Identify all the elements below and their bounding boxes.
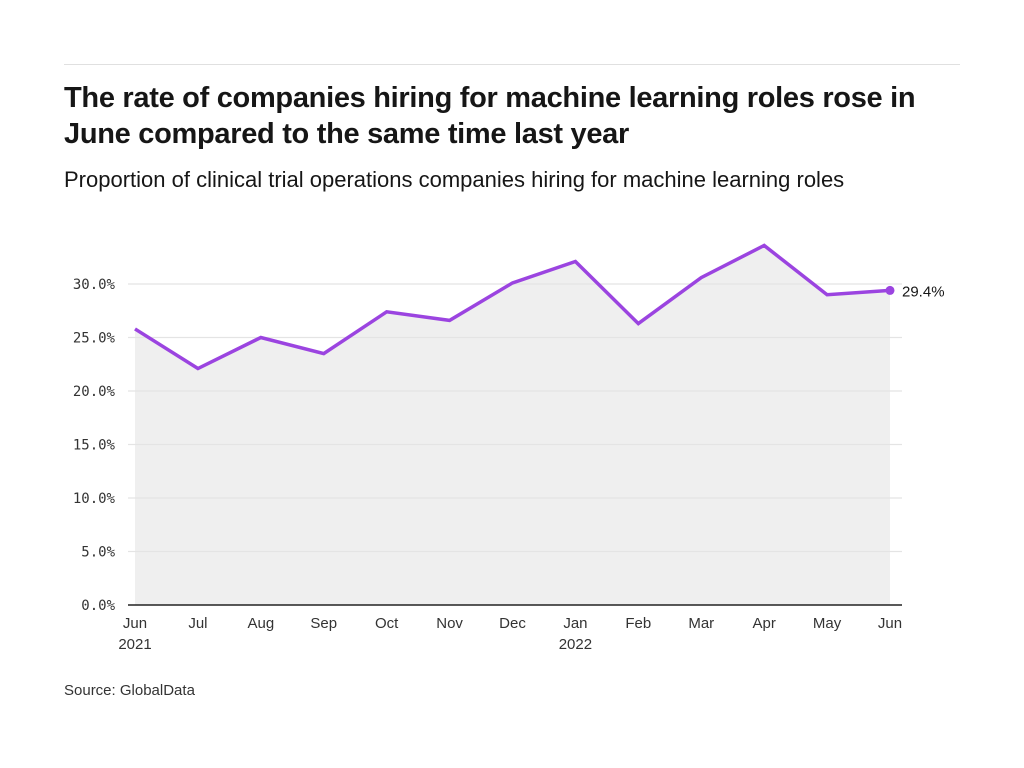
y-tick-label: 25.0% xyxy=(73,331,116,347)
x-tick-label: Jul xyxy=(188,615,207,632)
end-value-label: 29.4% xyxy=(902,283,945,300)
y-tick-label: 20.0% xyxy=(73,384,116,400)
x-tick-label: Apr xyxy=(752,615,775,632)
chart-title: The rate of companies hiring for machine… xyxy=(64,82,916,150)
x-tick-label: Jun xyxy=(123,615,147,632)
source-note: Source: GlobalData xyxy=(64,682,195,699)
series-line xyxy=(134,243,891,371)
y-tick-label: 30.0% xyxy=(73,277,116,293)
x-tick-year-label: 2021 xyxy=(118,636,151,653)
x-tick-label: Aug xyxy=(247,615,274,632)
x-tick-label: Oct xyxy=(375,615,399,632)
chart-subtitle: Proportion of clinical trial operations … xyxy=(64,167,845,192)
x-tick-label: May xyxy=(813,615,842,632)
end-point-marker xyxy=(885,285,895,295)
x-tick-label: Sep xyxy=(310,615,337,632)
x-tick-label: Jan xyxy=(563,615,587,632)
x-tick-label: Dec xyxy=(499,615,526,632)
y-tick-label: 15.0% xyxy=(73,438,116,454)
y-tick-label: 5.0% xyxy=(81,545,115,561)
y-tick-label: 0.0% xyxy=(81,598,115,614)
x-tick-label: Feb xyxy=(625,615,651,632)
x-tick-label: Mar xyxy=(688,615,714,632)
y-tick-label: 10.0% xyxy=(73,491,116,507)
top-divider xyxy=(64,64,960,65)
x-tick-label: Jun xyxy=(878,615,902,632)
area-fill xyxy=(135,245,890,606)
x-tick-year-label: 2022 xyxy=(559,636,592,653)
x-tick-label: Nov xyxy=(436,615,463,632)
